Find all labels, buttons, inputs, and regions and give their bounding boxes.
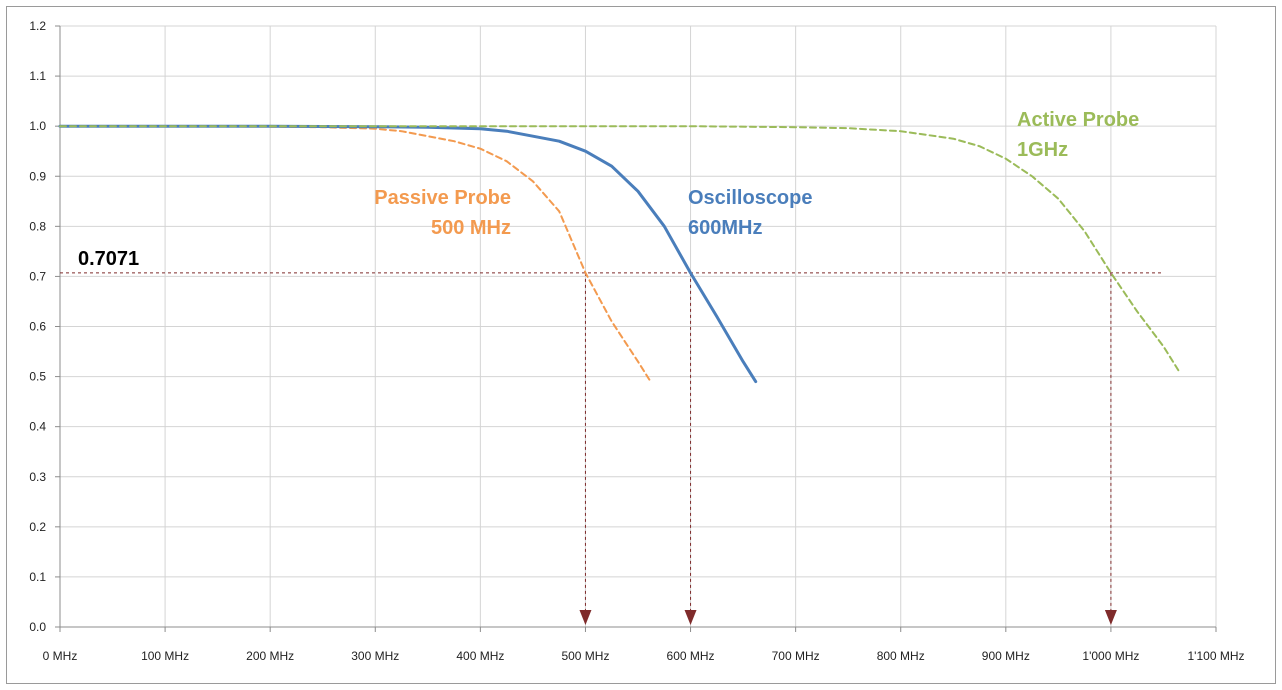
series-line <box>59 125 1181 373</box>
x-tick-label: 1'100 MHz <box>1188 649 1245 663</box>
y-tick-label: 0.3 <box>29 470 46 484</box>
x-tick-label: 300 MHz <box>351 649 399 663</box>
series-label: 1GHz <box>1017 139 1068 161</box>
drop-arrow-head <box>579 610 592 625</box>
y-tick-label: 1.1 <box>29 69 46 83</box>
y-tick-label: 0.1 <box>29 570 46 584</box>
chart-frame <box>6 6 1276 684</box>
x-tick-label: 0 MHz <box>43 649 78 663</box>
series-label: 500 MHz <box>431 217 511 239</box>
x-tick-label: 800 MHz <box>877 649 925 663</box>
y-tick-label: 0.8 <box>29 219 46 233</box>
series-line <box>58 124 758 384</box>
x-tick-label: 700 MHz <box>772 649 820 663</box>
reference-line-label: 0.7071 <box>78 248 139 270</box>
drop-arrow-head <box>1104 610 1117 625</box>
series-line <box>59 125 652 383</box>
y-tick-label: 0.9 <box>29 169 46 183</box>
drop-arrow-head <box>684 610 697 625</box>
x-tick-label: 1'000 MHz <box>1082 649 1139 663</box>
y-tick-label: 0.7 <box>29 269 46 283</box>
x-tick-label: 100 MHz <box>141 649 189 663</box>
y-tick-label: 1.0 <box>29 119 46 133</box>
y-tick-label: 0.4 <box>29 420 46 434</box>
y-tick-label: 1.2 <box>29 19 46 33</box>
y-tick-label: 0.6 <box>29 320 46 334</box>
x-tick-label: 500 MHz <box>561 649 609 663</box>
x-tick-label: 900 MHz <box>982 649 1030 663</box>
series-label: Oscilloscope <box>688 187 813 209</box>
x-tick-label: 400 MHz <box>456 649 504 663</box>
y-tick-label: 0.2 <box>29 520 46 534</box>
y-tick-label: 0.0 <box>29 620 46 634</box>
series-label: Active Probe <box>1017 109 1139 131</box>
series-label: Passive Probe <box>374 187 511 209</box>
x-tick-label: 200 MHz <box>246 649 294 663</box>
x-tick-label: 600 MHz <box>667 649 715 663</box>
y-tick-label: 0.5 <box>29 370 46 384</box>
series-label: 600MHz <box>688 217 762 239</box>
